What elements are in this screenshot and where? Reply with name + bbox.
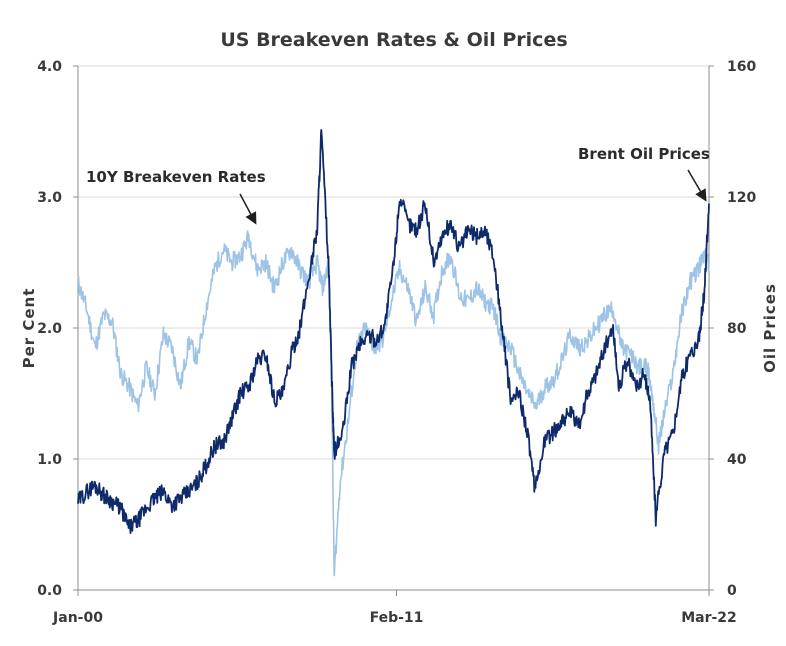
x-tick-label: Mar-22 [681, 610, 737, 626]
annotation-brent-arrow [687, 169, 707, 202]
annotation-breakeven-arrow [239, 193, 257, 225]
series-line-oil [77, 129, 710, 534]
y-tick-left: 3.0 [37, 190, 62, 206]
axes [73, 65, 714, 596]
annotation-breakeven: 10Y Breakeven Rates [86, 168, 266, 186]
chart-title: US Breakeven Rates & Oil Prices [220, 29, 567, 51]
y-tick-right: 0 [727, 583, 737, 599]
series-line-breakeven [77, 230, 710, 577]
series-group [77, 129, 710, 577]
y-tick-left: 4.0 [37, 59, 62, 75]
gridlines [78, 65, 709, 460]
tick-labels: 0.0 1.0 2.0 3.0 4.0 0 40 80 120 160 Jan-00 Feb-11 Ma… [37, 59, 756, 626]
y-tick-right: 80 [727, 321, 747, 337]
y-tick-right: 120 [727, 190, 756, 206]
x-tick-label: Feb-11 [370, 610, 424, 626]
y-axis-right-label: Oil Prices [761, 283, 779, 373]
annotation-brent: Brent Oil Prices [578, 145, 710, 163]
y-tick-left: 0.0 [37, 583, 62, 599]
x-tick-label: Jan-00 [52, 610, 103, 626]
y-axis-left-label: Per Cent [20, 288, 38, 369]
y-tick-left: 1.0 [37, 452, 62, 468]
y-tick-left: 2.0 [37, 321, 62, 337]
y-tick-right: 40 [727, 452, 747, 468]
y-tick-right: 160 [727, 59, 756, 75]
